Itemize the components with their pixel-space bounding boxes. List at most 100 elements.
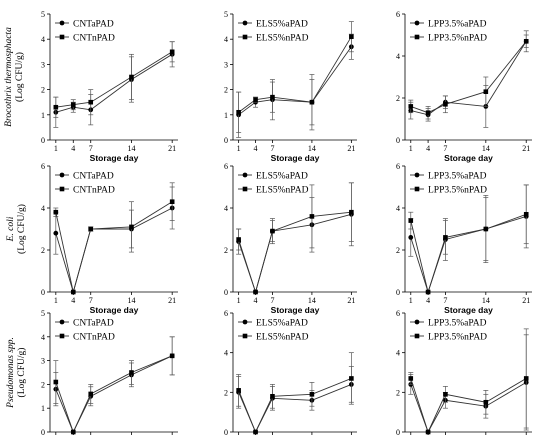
x-tick-label: 7: [89, 296, 93, 305]
x-tick-label: 1: [54, 296, 58, 305]
legend-label: CNTaPAD: [73, 19, 114, 29]
series-a: [53, 41, 175, 128]
x-tick-label: 4: [71, 296, 75, 305]
series-line: [410, 41, 527, 114]
y-tick-label: 4: [41, 333, 45, 342]
legend-marker: [59, 34, 65, 40]
y-tick-label: 2: [396, 246, 400, 255]
y-tick-label: 4: [396, 204, 400, 213]
row-label: Brocothrix thermosphacta(Log CFU/g): [4, 27, 25, 127]
series-line: [238, 211, 352, 294]
y-tick-label: 5: [41, 309, 45, 318]
legend-label: LPP3.5%nPAD: [428, 185, 487, 195]
row-label-name: Brocothrix thermosphacta: [4, 27, 14, 127]
y-tick-label: 4: [224, 35, 228, 44]
y-tick-label: 1: [41, 404, 45, 413]
y-tick-label: 5: [41, 10, 45, 19]
data-point: [443, 102, 448, 107]
legend-label: ELS5%nPAD: [256, 185, 309, 195]
series-n: [53, 41, 175, 118]
legend-marker: [414, 186, 420, 192]
y-tick-label: 3: [41, 60, 45, 69]
y-tick-label: 2: [224, 246, 228, 255]
data-point: [169, 353, 175, 359]
legend-label: LPP3.5%aPAD: [428, 318, 487, 328]
legend-label: CNTaPAD: [73, 171, 114, 181]
data-point: [523, 376, 529, 381]
series-a: [408, 184, 529, 295]
row-label-unit: (Log CFU/g): [16, 204, 27, 254]
series-line: [238, 378, 352, 434]
legend-marker: [414, 20, 420, 26]
legend-label: CNTnPAD: [73, 33, 115, 43]
series-a: [236, 366, 354, 435]
y-tick-label: 4: [41, 35, 45, 44]
y-tick-label: 4: [396, 52, 400, 61]
series-n: [408, 328, 529, 435]
legend-label: CNTnPAD: [73, 332, 115, 342]
y-tick-label: 0: [41, 136, 45, 145]
series-n: [236, 21, 354, 133]
x-tick-label: 14: [127, 296, 135, 305]
data-point: [483, 399, 489, 405]
data-point: [129, 370, 134, 375]
x-tick-label: 4: [426, 296, 430, 305]
row-label: E. coli(Log CFU/g): [6, 204, 27, 254]
series-line: [55, 51, 173, 108]
y-tick-label: 0: [224, 136, 228, 145]
data-point: [253, 289, 258, 295]
x-axis-label: Storage day: [444, 305, 493, 315]
data-point: [253, 429, 258, 435]
data-point: [483, 226, 489, 232]
series-a: [408, 334, 529, 435]
series-a: [53, 336, 175, 435]
legend-marker: [414, 333, 420, 339]
row-label-name: Pseudomonas spp.: [6, 337, 16, 409]
y-tick-label: 0: [41, 428, 45, 437]
legend-marker: [414, 34, 420, 40]
series-n: [53, 182, 175, 295]
series-n: [236, 352, 354, 435]
series-a: [236, 182, 354, 295]
y-tick-label: 3: [224, 60, 228, 69]
series-n: [236, 182, 354, 295]
data-point: [88, 99, 94, 105]
data-point: [270, 94, 275, 100]
data-point: [425, 429, 431, 435]
y-tick-label: 2: [224, 86, 228, 95]
legend-marker: [242, 172, 248, 178]
legend-marker: [242, 186, 248, 192]
y-tick-label: 2: [224, 388, 228, 397]
y-tick-label: 1: [224, 111, 228, 120]
series-line: [238, 383, 352, 434]
legend-label: LPP3.5%nPAD: [428, 332, 487, 342]
data-point: [483, 89, 489, 94]
legend-label: ELS5%aPAD: [256, 19, 308, 29]
data-point: [253, 97, 258, 102]
legend-marker: [59, 319, 65, 325]
x-tick-label: 4: [426, 144, 430, 153]
data-point: [129, 224, 134, 230]
data-point: [425, 110, 431, 115]
x-tick-label: 1: [237, 144, 241, 153]
data-point: [349, 209, 354, 215]
x-tick-label: 21: [347, 296, 355, 305]
data-point: [88, 226, 94, 232]
legend-marker: [59, 333, 65, 339]
data-point: [349, 376, 354, 381]
legend-marker: [242, 333, 248, 339]
y-tick-label: 6: [224, 309, 228, 318]
data-point: [88, 391, 94, 397]
data-point: [236, 109, 241, 115]
y-tick-label: 2: [396, 388, 400, 397]
series-line: [410, 215, 527, 294]
legend-marker: [414, 319, 420, 325]
legend-label: CNTaPAD: [73, 318, 114, 328]
x-tick-label: 1: [237, 296, 241, 305]
series-line: [238, 213, 352, 294]
x-tick-label: 1: [409, 296, 413, 305]
